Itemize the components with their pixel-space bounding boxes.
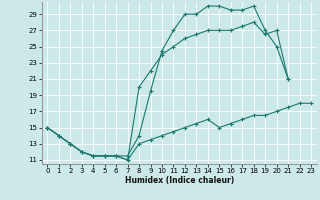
X-axis label: Humidex (Indice chaleur): Humidex (Indice chaleur) (124, 176, 234, 185)
